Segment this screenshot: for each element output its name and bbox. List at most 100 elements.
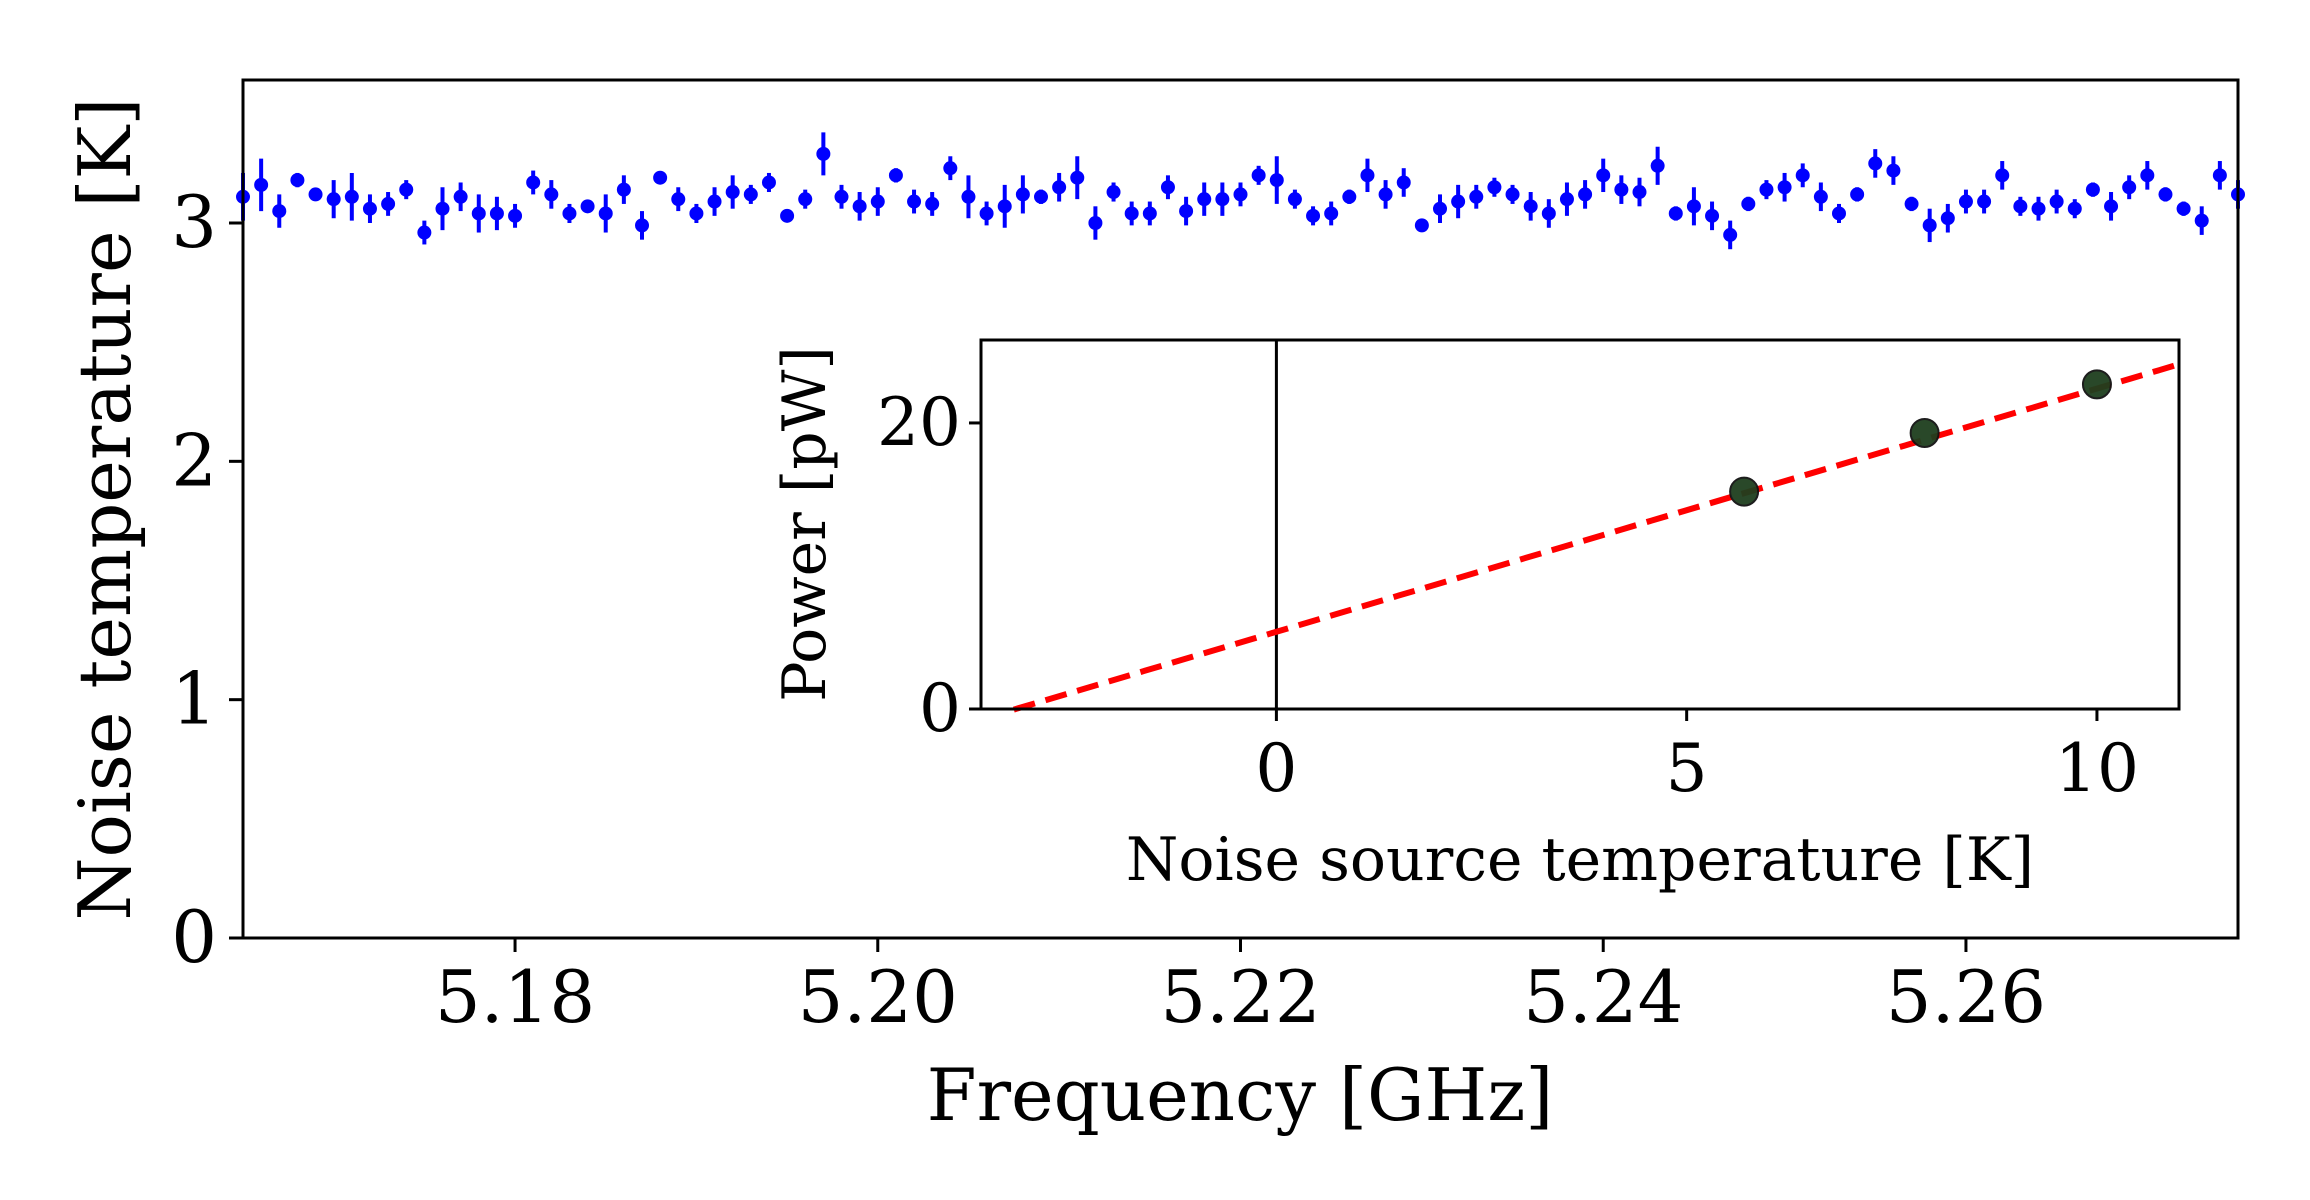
inset-points [1729, 369, 2112, 507]
inset-y-tick-label: 20 [877, 384, 961, 461]
main-point [2176, 201, 2191, 216]
main-point [308, 187, 323, 202]
main-point [2158, 187, 2173, 202]
main-point [1179, 204, 1194, 219]
main-point [1197, 192, 1212, 207]
inset-y-tick-label: 0 [919, 670, 961, 747]
main-point [1106, 185, 1121, 200]
main-point [816, 146, 831, 161]
main-point [1813, 189, 1828, 204]
main-point [1034, 189, 1048, 204]
main-point [453, 189, 468, 204]
main-point [508, 208, 523, 223]
inset-point [2081, 369, 2112, 400]
main-point [2104, 199, 2119, 214]
inset-x-tick-label: 5 [1666, 730, 1708, 807]
main-x-tick-label: 5.26 [1886, 955, 2046, 1039]
inset-y-axis-label: Power [pW] [770, 346, 840, 702]
main-point [1904, 196, 1919, 211]
main-point [1614, 182, 1629, 197]
inset-y-ticks: 0 20 [877, 384, 981, 747]
main-point [834, 189, 849, 204]
main-x-tick-label: 5.18 [435, 955, 595, 1039]
main-point [1759, 182, 1774, 197]
main-point [1686, 199, 1701, 214]
main-point [1940, 211, 1955, 226]
main-point [1705, 208, 1720, 223]
main-point [1215, 192, 1230, 207]
main-point [1850, 187, 1865, 202]
main-point [852, 199, 867, 214]
main-point [435, 201, 450, 216]
main-point [272, 204, 287, 219]
main-point [1777, 180, 1792, 195]
main-point [1070, 170, 1085, 185]
main-point [562, 206, 577, 221]
main-x-tick-label: 5.24 [1523, 955, 1683, 1039]
main-point [1632, 185, 1647, 200]
main-point [2085, 182, 2100, 197]
main-point [1668, 206, 1683, 221]
main-point [725, 185, 740, 200]
inset-background [981, 340, 2179, 709]
inset-x-tick-label: 0 [1255, 730, 1297, 807]
main-point [1160, 180, 1175, 195]
main-point [598, 206, 613, 221]
inset-point [1909, 417, 1940, 448]
main-point [870, 194, 885, 209]
main-chart: 5.18 5.20 5.22 5.24 5.26 0 1 2 3 Frequency [GHz… [63, 78, 2245, 1137]
main-point [2013, 199, 2028, 214]
main-point [399, 182, 414, 197]
main-point [1523, 199, 1538, 214]
main-point [1287, 192, 1302, 207]
main-x-axis-label: Frequency [GHz] [927, 1053, 1554, 1137]
main-point [2067, 201, 2082, 216]
main-point [1958, 194, 1973, 209]
main-point [489, 206, 504, 221]
main-point [2212, 168, 2227, 183]
main-x-tick-label: 5.20 [798, 955, 958, 1039]
main-point [1832, 206, 1846, 221]
main-point [544, 187, 559, 202]
main-point [381, 196, 396, 211]
main-point [1578, 187, 1593, 202]
main-point [961, 189, 976, 204]
main-point [2031, 201, 2046, 216]
main-point [1795, 168, 1810, 183]
main-point [1324, 206, 1339, 221]
main-points [236, 146, 2245, 242]
main-point [290, 173, 305, 188]
main-point [1414, 218, 1429, 233]
main-point [888, 168, 903, 183]
main-point [1360, 168, 1375, 183]
main-point [907, 194, 922, 209]
main-point [417, 225, 432, 240]
main-point [1922, 218, 1937, 233]
main-point [1868, 156, 1883, 171]
main-point [761, 175, 776, 190]
main-point [2194, 213, 2209, 228]
main-point [1015, 187, 1030, 202]
main-point [471, 206, 486, 221]
main-x-tick-label: 5.22 [1160, 955, 1320, 1039]
main-point [1306, 208, 1321, 223]
main-point [653, 170, 668, 185]
main-point [1469, 189, 1484, 204]
main-point [344, 189, 359, 204]
main-point [997, 199, 1012, 214]
main-point [689, 206, 704, 221]
main-point [362, 201, 377, 216]
main-point [1124, 206, 1139, 221]
main-point [1396, 175, 1411, 190]
main-point [2122, 180, 2137, 195]
inset-x-tick-label: 10 [2055, 730, 2139, 807]
main-point [2140, 168, 2155, 183]
main-point [1886, 163, 1901, 178]
main-point [798, 192, 813, 207]
main-point [326, 192, 341, 207]
main-point [943, 161, 958, 176]
main-point [254, 177, 269, 192]
inset-point [1729, 476, 1760, 507]
main-point [1269, 173, 1284, 188]
